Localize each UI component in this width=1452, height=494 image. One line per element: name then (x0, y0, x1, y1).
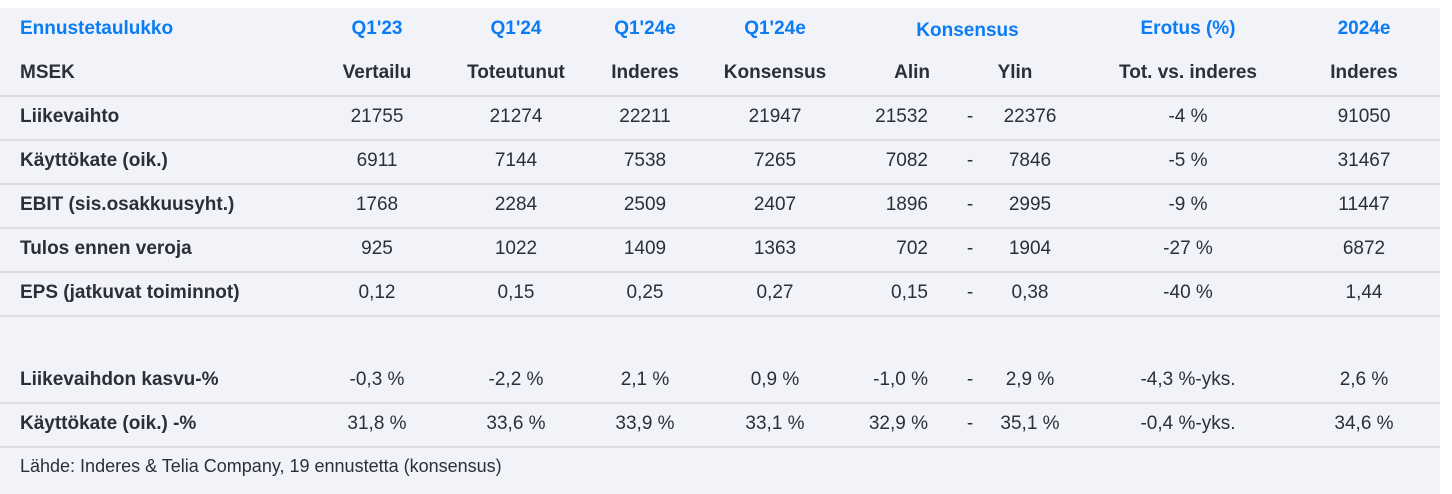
row-label: Tulos ennen veroja (20, 238, 192, 259)
cell-y2024: 31467 (1337, 150, 1391, 171)
cell-y2024: 91050 (1337, 106, 1391, 127)
cell-konsensus: 2407 (753, 194, 797, 215)
cell-q124: 33,6 % (486, 413, 546, 434)
cell-erotus: -4,3 %-yks. (1140, 369, 1236, 390)
header-row-periods: Ennustetaulukko Q1'23 Q1'24 Q1'24e Q1'24… (0, 7, 1440, 51)
cell-erotus: -40 % (1163, 282, 1213, 303)
table-row: Käyttökate (oik.) 6911 7144 7538 7265 7082 - 78… (0, 139, 1440, 185)
cell-dash: - (966, 369, 974, 390)
cell-alin: 1896 (885, 194, 928, 215)
table-title: Ennustetaulukko (20, 18, 174, 39)
cell-alin: 21532 (875, 106, 928, 127)
cell-erotus: -5 % (1168, 150, 1208, 171)
cell-inderes: 2,1 % (620, 369, 670, 390)
cell-ylin: 1904 (1008, 238, 1052, 259)
col-subheader: Konsensus (723, 62, 827, 83)
col-subheader: Vertailu (342, 62, 412, 83)
col-subheader: Tot. vs. inderes (1119, 62, 1257, 83)
cell-ylin: 0,38 (1011, 282, 1049, 303)
col-header: Q1'24e (744, 18, 806, 39)
col-header: Erotus (%) (1140, 18, 1236, 39)
row-label: EBIT (sis.osakkuusyht.) (20, 194, 235, 215)
cell-q123: 31,8 % (347, 413, 407, 434)
header-row-sub: MSEK Vertailu Toteutunut Inderes Konsens… (0, 51, 1440, 97)
cell-q123: -0,3 % (349, 369, 405, 390)
cell-dash: - (966, 238, 974, 259)
cell-inderes: 22211 (619, 106, 671, 127)
cell-q124: -2,2 % (488, 369, 544, 390)
col-header: Q1'24e (614, 18, 676, 39)
cell-q123: 925 (361, 238, 393, 259)
cell-y2024: 34,6 % (1334, 413, 1394, 434)
cell-alin: 702 (896, 238, 928, 259)
cell-alin: 32,9 % (868, 413, 928, 434)
cell-inderes: 7538 (623, 150, 667, 171)
cell-ylin: 2,9 % (1005, 369, 1055, 390)
table-row: EPS (jatkuvat toiminnot) 0,12 0,15 0,25 0,27… (0, 271, 1440, 317)
cell-erotus: -4 % (1168, 106, 1208, 127)
cell-q124: 21274 (489, 106, 543, 127)
col-subheader: Ylin (997, 62, 1033, 83)
cell-erotus: -27 % (1163, 238, 1213, 259)
cell-y2024: 2,6 % (1339, 369, 1389, 390)
unit-label: MSEK (20, 62, 75, 83)
cell-y2024: 11447 (1338, 194, 1390, 215)
cell-erotus: -0,4 %-yks. (1140, 413, 1236, 434)
cell-inderes: 0,25 (626, 282, 664, 303)
cell-inderes: 2509 (623, 194, 667, 215)
col-header: 2024e (1337, 18, 1391, 39)
cell-konsensus: 0,9 % (750, 369, 800, 390)
row-label: EPS (jatkuvat toiminnot) (20, 282, 240, 303)
cell-dash: - (966, 194, 974, 215)
col-header: Q1'23 (351, 18, 403, 39)
cell-konsensus: 7265 (753, 150, 797, 171)
cell-inderes: 1409 (623, 238, 667, 259)
cell-ylin: 2995 (1008, 194, 1052, 215)
col-subheader: Inderes (611, 62, 679, 83)
table-row: Liikevaihto 21755 21274 22211 21947 21532 - 223… (0, 95, 1440, 141)
cell-q123: 6911 (356, 150, 398, 171)
cell-q124: 1022 (494, 238, 538, 259)
cell-alin: -1,0 % (873, 369, 928, 390)
col-subheader: Alin (894, 62, 930, 83)
cell-q124: 0,15 (497, 282, 535, 303)
table-row: Käyttökate (oik.) -% 31,8 % 33,6 % 33,9 % 33… (0, 402, 1440, 448)
cell-q124: 2284 (494, 194, 538, 215)
cell-q123: 1768 (355, 194, 399, 215)
cell-ylin: 7846 (1008, 150, 1052, 171)
cell-inderes: 33,9 % (615, 413, 675, 434)
source-note: Lähde: Inderes & Telia Company, 19 ennus… (20, 456, 502, 476)
cell-y2024: 6872 (1342, 238, 1386, 259)
col-header: Konsensus (916, 20, 1019, 41)
cell-dash: - (966, 150, 974, 171)
row-label: Liikevaihto (20, 106, 120, 127)
cell-alin: 7082 (885, 150, 928, 171)
row-label: Liikevaihdon kasvu-% (20, 369, 219, 390)
cell-konsensus: 33,1 % (745, 413, 805, 434)
table-row: Liikevaihdon kasvu-% -0,3 % -2,2 % 2,1 % 0,9… (0, 358, 1440, 404)
cell-dash: - (966, 282, 974, 303)
row-label: Käyttökate (oik.) -% (20, 413, 197, 434)
cell-y2024: 1,44 (1345, 282, 1383, 303)
forecast-table (0, 8, 1440, 494)
cell-konsensus: 21947 (748, 106, 802, 127)
row-label: Käyttökate (oik.) (20, 150, 168, 171)
cell-ylin: 22376 (1003, 106, 1057, 127)
table-row: EBIT (sis.osakkuusyht.) 1768 2284 2509 2407 1… (0, 183, 1440, 229)
cell-alin: 0,15 (891, 282, 928, 303)
col-subheader: Inderes (1330, 62, 1398, 83)
col-subheader: Toteutunut (467, 62, 565, 83)
cell-q123: 0,12 (358, 282, 396, 303)
table-row: Tulos ennen veroja 925 1022 1409 1363 702 - 190… (0, 227, 1440, 273)
cell-q123: 21755 (350, 106, 404, 127)
cell-dash: - (966, 413, 974, 434)
cell-dash: - (966, 106, 974, 127)
cell-ylin: 35,1 % (1000, 413, 1060, 434)
cell-konsensus: 0,27 (756, 282, 794, 303)
cell-erotus: -9 % (1168, 194, 1208, 215)
col-header: Q1'24 (490, 18, 542, 39)
cell-q124: 7144 (494, 150, 538, 171)
cell-konsensus: 1363 (753, 238, 797, 259)
